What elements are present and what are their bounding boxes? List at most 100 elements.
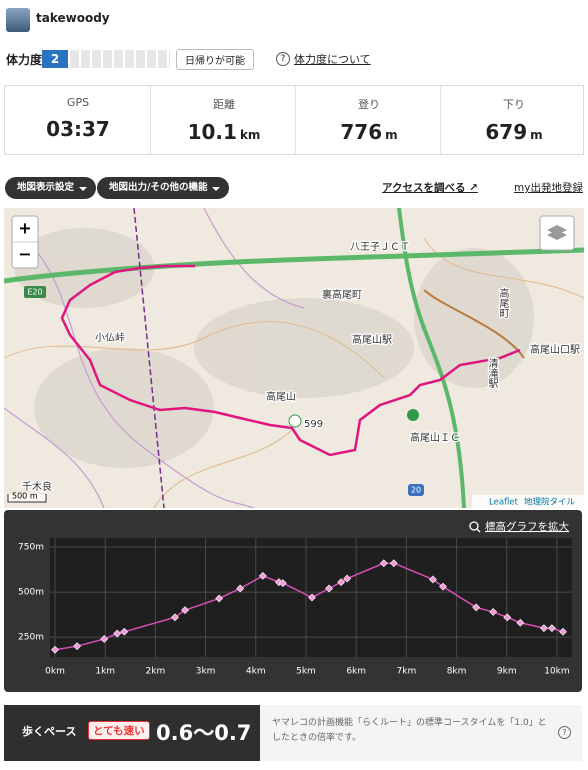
attribution[interactable]: 地理院タイル: [524, 497, 576, 508]
elevation-point: [503, 613, 512, 622]
elevation-point: [389, 559, 398, 568]
access-link[interactable]: アクセスを調べる ↗: [382, 182, 478, 194]
map-label: 八王子ＪＣＴ: [350, 241, 410, 253]
stat-value-row: 03:37: [5, 117, 151, 141]
x-tick-label: 7km: [397, 667, 417, 677]
elevation-point: [325, 584, 333, 593]
map-label: 20: [411, 486, 421, 495]
stat-value-row: 776 m: [296, 120, 442, 144]
fitness-level: 2: [42, 50, 68, 68]
user-name[interactable]: takewoody: [36, 11, 110, 25]
pace-rating: とても速い: [88, 721, 150, 740]
elevation-point: [120, 627, 129, 636]
elevation-point: [308, 593, 316, 602]
map-output-button[interactable]: 地図出力/その他の機能: [97, 177, 230, 199]
map-label: E20: [27, 288, 42, 297]
elevation-point: [439, 582, 447, 591]
stat-value: 679: [485, 120, 528, 144]
elevation-point: [379, 559, 388, 568]
elevation-point: [489, 607, 498, 616]
stat: 距離 10.1 km: [150, 86, 297, 154]
zoom-in[interactable]: +: [18, 219, 31, 238]
elevation-point: [516, 618, 525, 627]
map-label: 裏高尾町: [322, 288, 362, 301]
stat: 登り 776 m: [295, 86, 442, 154]
scale-label: 500 m: [12, 492, 38, 501]
x-tick-label: 4km: [246, 667, 266, 677]
stat-label: GPS: [66, 96, 90, 109]
y-tick-label: 750m: [18, 543, 44, 553]
fitness-bar: [70, 50, 170, 68]
elevation-point: [337, 578, 346, 587]
fitness-badge: 日帰りが可能: [176, 49, 254, 70]
stat-value-row: 679 m: [441, 120, 587, 144]
stat-value: 776: [340, 120, 383, 144]
y-tick-label: 250m: [18, 633, 44, 643]
elevation-point: [100, 635, 109, 643]
elevation-point: [236, 584, 245, 593]
map-label: 599: [304, 419, 323, 430]
map-label: 高尾山ＩＣ: [410, 431, 460, 444]
stat-value: 10.1: [187, 120, 237, 144]
x-tick-label: 9km: [497, 667, 517, 677]
stat-value: 03:37: [46, 117, 110, 141]
fitness-link[interactable]: 体力度について: [294, 53, 371, 66]
stat: GPS 03:37: [5, 86, 151, 154]
stat-label: 下り: [503, 98, 525, 111]
map-label: 千木良: [22, 480, 52, 493]
map-label: 高尾町: [497, 287, 509, 318]
elevation-point: [171, 613, 179, 622]
elevation-point: [51, 645, 59, 654]
x-tick-label: 0km: [45, 667, 65, 677]
map-settings-button[interactable]: 地図表示設定: [5, 177, 97, 199]
x-tick-label: 3km: [196, 667, 216, 677]
help-icon[interactable]: ?: [558, 726, 571, 739]
map-label: 高尾山口駅: [530, 343, 580, 356]
help-icon[interactable]: ?: [276, 52, 290, 66]
x-tick-label: 8km: [447, 667, 467, 677]
access-text[interactable]: アクセスを調べる: [382, 182, 466, 194]
elevation-point: [539, 624, 548, 633]
elevation-point: [181, 606, 189, 615]
elevation-point: [547, 624, 556, 633]
stat: 下り 679 m: [440, 86, 587, 154]
elevation-point: [429, 575, 437, 584]
elevation-point: [215, 594, 224, 603]
stat-value-row: 10.1 km: [151, 120, 297, 144]
map-label: 小仏峠: [95, 332, 125, 344]
stats-box: [4, 85, 584, 155]
elevation-point: [278, 579, 287, 588]
zoom-out[interactable]: −: [18, 245, 31, 264]
register-link[interactable]: my出発地登録: [514, 182, 583, 194]
chart-link[interactable]: 標高グラフを拡大: [485, 520, 569, 533]
stat-unit: m: [385, 128, 398, 142]
elevation-point: [258, 571, 267, 580]
x-tick-label: 2km: [146, 667, 166, 677]
pace-value: 0.6～0.7: [156, 721, 252, 745]
map-label: 高尾山: [266, 390, 296, 403]
map[interactable]: 八王子ＪＣＴ 裏高尾町 高尾山駅 小仏峠 高尾山 599 高尾山ＩＣ 高尾町 高…: [4, 208, 584, 508]
x-tick-label: 5km: [296, 667, 316, 677]
elevation-point: [559, 627, 567, 636]
elevation-point: [472, 603, 481, 612]
pace-label: 歩くペース: [22, 725, 77, 738]
pace-note: ヤマレコの計画機能「らくルート」の標準コースタイムを「1.0」としたときの倍率で…: [272, 718, 547, 743]
stat-unit: m: [530, 128, 543, 142]
x-tick-label: 10km: [544, 667, 569, 677]
avatar[interactable]: [6, 8, 30, 32]
elevation-point: [73, 642, 82, 651]
map-label: 高尾山駅: [352, 333, 392, 346]
map-label: 清滝駅: [486, 357, 498, 389]
pace-note-panel: [260, 705, 582, 761]
stat-label: 距離: [213, 98, 235, 111]
stat-label: 登り: [358, 98, 380, 111]
elevation-chart: 標高グラフを拡大 250m 500m 750m 0km 1km 2km 3km 4km 5km 6…: [4, 510, 582, 692]
stat-unit: km: [239, 128, 261, 142]
x-tick-label: 6km: [346, 667, 366, 677]
fitness-label: 体力度: [6, 53, 43, 67]
y-tick-label: 500m: [18, 588, 44, 598]
attribution[interactable]: Leaflet: [489, 498, 519, 508]
elevation-point: [343, 574, 352, 583]
x-tick-label: 1km: [95, 667, 115, 677]
